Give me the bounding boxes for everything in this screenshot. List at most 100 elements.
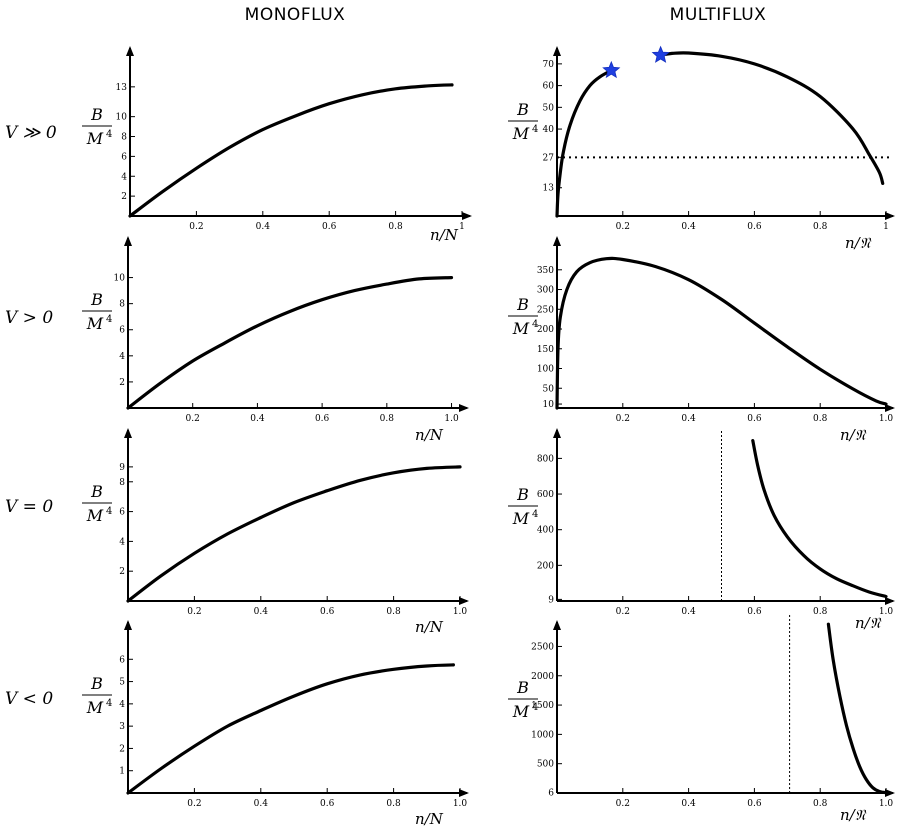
- y-tick-label: 6: [119, 326, 125, 336]
- x-tick-label: 0.4: [254, 607, 269, 617]
- x-tick-label: 0.8: [813, 222, 828, 232]
- x-tick-label: 0.8: [380, 414, 395, 424]
- x-tick-label: 0.8: [386, 799, 401, 809]
- x-tick-label: 1: [883, 222, 889, 232]
- x-tick-label: 0.2: [616, 222, 630, 232]
- x-tick-label: 0.8: [813, 799, 828, 809]
- row-label-v-less-zero: V < 0: [5, 689, 53, 709]
- y-tick-label: 70: [543, 60, 555, 70]
- x-tick-label: 1.0: [453, 799, 468, 809]
- y-tick-label: 9: [548, 595, 554, 605]
- series-line-branch-2: [659, 51, 885, 185]
- y-label-numerator: B: [516, 485, 529, 504]
- x-axis-label: n/𝔑: [840, 426, 867, 444]
- series-line-B/M^4: [126, 663, 455, 795]
- chart-panel-multi-vzero: 0.2 0.4 0.6 0.8 1.0 9 200 400 600 800 n/𝔑 BM 4: [508, 428, 895, 632]
- x-tick-label: 0.4: [681, 799, 696, 809]
- series-line-B/M^4: [126, 465, 462, 603]
- series-line-B/M^4: [826, 622, 888, 795]
- y-label-denominator: M: [86, 314, 104, 333]
- row-label-v-equal-zero: V = 0: [5, 497, 53, 517]
- y-tick-label: 200: [537, 561, 554, 571]
- y-tick-label: 4: [119, 352, 125, 362]
- y-tick-label: 2000: [531, 672, 554, 682]
- row-label-v-much-greater-zero: V ≫ 0: [5, 123, 57, 143]
- y-tick-label: 9: [119, 463, 125, 473]
- y-tick-label: 2: [119, 744, 125, 754]
- y-tick-label: 4: [119, 537, 125, 547]
- x-tick-label: 0.2: [616, 607, 630, 617]
- x-tick-label: 1.0: [453, 607, 468, 617]
- y-label-exponent: 4: [106, 698, 112, 709]
- y-label-numerator: B: [516, 295, 529, 314]
- x-tick-label: 0.6: [322, 222, 337, 232]
- x-tick-label: 0.4: [681, 414, 696, 424]
- y-tick-label: 6: [119, 655, 125, 665]
- chart-panel-multi-vneg: 0.2 0.4 0.6 0.8 1.0 6 500 1000 1500 2000 2500 n/𝔑 BM…: [508, 615, 895, 824]
- y-label-exponent: 4: [532, 319, 538, 330]
- x-tick-label: 0.4: [254, 799, 269, 809]
- y-tick-label: 13: [116, 83, 128, 93]
- y-label-denominator: M: [512, 509, 530, 528]
- x-axis-label: n/N: [430, 226, 459, 244]
- y-tick-label: 1: [119, 767, 125, 777]
- x-tick-label: 0.2: [186, 414, 200, 424]
- y-tick-label: 27: [543, 153, 555, 163]
- x-tick-label: 0.6: [315, 414, 330, 424]
- y-tick-label: 350: [537, 266, 554, 276]
- y-axis-label: BM 4: [82, 674, 112, 717]
- x-tick-label: 0.2: [187, 607, 201, 617]
- y-tick-label: 250: [537, 305, 554, 315]
- y-label-exponent: 4: [106, 506, 112, 517]
- x-tick-label: 0.2: [187, 799, 201, 809]
- star-marker: [651, 45, 670, 63]
- y-axis-label: BM 4: [82, 290, 112, 333]
- y-label-numerator: B: [90, 105, 103, 124]
- y-tick-label: 60: [543, 82, 555, 92]
- x-axis-label: n/𝔑: [845, 234, 872, 252]
- y-tick-label: 150: [537, 345, 554, 355]
- x-tick-label: 1.0: [879, 607, 894, 617]
- row-label-v-greater-zero: V > 0: [5, 308, 53, 328]
- y-tick-label: 200: [537, 325, 554, 335]
- x-tick-label: 0.6: [747, 222, 762, 232]
- x-axis-label: n/N: [415, 426, 444, 444]
- y-tick-label: 1000: [531, 730, 554, 740]
- x-axis-label: n/𝔑: [840, 806, 867, 824]
- column-title-monoflux: MONOFLUX: [245, 5, 346, 25]
- series-line-branch-1: [555, 68, 613, 218]
- y-label-denominator: M: [512, 702, 530, 721]
- x-tick-label: 0.8: [388, 222, 403, 232]
- row-labels: V ≫ 0 V > 0 V = 0 V < 0: [5, 123, 57, 709]
- x-tick-label: 0.8: [813, 414, 828, 424]
- y-tick-label: 400: [537, 526, 554, 536]
- x-tick-label: 0.2: [189, 222, 203, 232]
- x-tick-label: 0.2: [616, 799, 630, 809]
- y-label-numerator: B: [90, 290, 103, 309]
- y-label-denominator: M: [86, 129, 104, 148]
- x-axis-label: n/N: [415, 810, 444, 826]
- y-label-exponent: 4: [106, 129, 112, 140]
- y-tick-label: 50: [543, 103, 555, 113]
- x-tick-label: 1.0: [444, 414, 459, 424]
- x-tick-label: 0.6: [747, 799, 762, 809]
- y-tick-label: 5: [119, 678, 125, 688]
- x-tick-label: 0.6: [320, 607, 335, 617]
- star-marker: [602, 60, 621, 79]
- y-tick-label: 500: [537, 760, 554, 770]
- chart-panel-multi-vpos: 0.2 0.4 0.6 0.8 1.0 10 50 100 150 200 250 300 350 n/𝔑…: [508, 236, 895, 444]
- x-tick-label: 1: [459, 222, 465, 232]
- y-tick-label: 10: [543, 400, 555, 410]
- y-label-denominator: M: [86, 698, 104, 717]
- series-line-B/M^4: [751, 439, 888, 599]
- y-tick-label: 40: [543, 125, 555, 135]
- y-label-denominator: M: [512, 124, 530, 143]
- y-tick-label: 4: [121, 172, 127, 182]
- chart-panel-multi-vgg0: 0.2 0.4 0.6 0.8 1 13 27 40 50 60 70 n/𝔑 BM 4: [508, 45, 895, 252]
- y-label-numerator: B: [516, 678, 529, 697]
